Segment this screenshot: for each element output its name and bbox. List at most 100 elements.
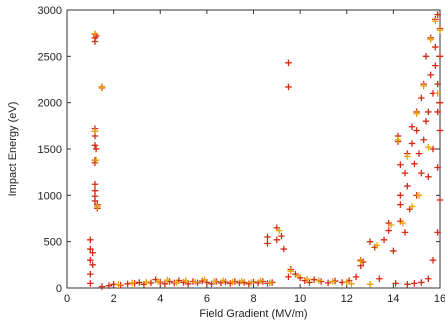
data-point (287, 268, 295, 275)
data-point (418, 94, 425, 102)
data-point (408, 140, 416, 147)
data-point (408, 123, 416, 131)
data-point (89, 249, 96, 257)
data-point (87, 245, 94, 253)
data-point (415, 192, 423, 199)
data-point (418, 169, 425, 177)
data-point (91, 38, 99, 45)
data-points (87, 11, 444, 290)
data-point (247, 279, 255, 286)
data-point (432, 17, 439, 25)
data-point (397, 201, 404, 208)
y-tick-label: 0 (56, 283, 62, 295)
data-point (434, 90, 441, 97)
x-tick-label: 14 (387, 293, 399, 305)
y-tick-label: 1000 (38, 190, 62, 202)
data-point (264, 240, 271, 247)
data-point (425, 108, 432, 116)
data-point (357, 257, 364, 265)
x-tick-label: 8 (250, 293, 256, 305)
data-point (294, 272, 302, 280)
data-point (415, 150, 423, 157)
data-point (87, 270, 94, 278)
data-point (411, 160, 418, 168)
data-point (315, 277, 323, 284)
x-tick-label: 0 (64, 293, 70, 305)
data-point (436, 196, 444, 204)
x-tick-label: 12 (341, 293, 353, 305)
data-point (434, 164, 441, 171)
x-tick-label: 2 (111, 293, 117, 305)
data-point (418, 279, 425, 286)
data-point (91, 142, 99, 149)
data-point (432, 62, 439, 69)
data-point (392, 280, 399, 287)
data-point (91, 197, 99, 205)
data-point (94, 203, 101, 210)
data-point (229, 278, 236, 286)
data-point (98, 283, 106, 290)
data-point (420, 82, 427, 90)
data-point (352, 273, 360, 281)
data-point (387, 221, 395, 229)
data-point (401, 229, 409, 236)
data-point (89, 261, 96, 269)
data-point (273, 236, 281, 244)
data-point (257, 277, 264, 284)
data-point (404, 281, 411, 288)
data-point (429, 145, 437, 153)
data-point (91, 180, 99, 188)
data-point (432, 43, 439, 51)
data-point (427, 71, 434, 79)
data-point (266, 279, 274, 287)
data-point (434, 108, 441, 116)
x-tick-label: 16 (434, 293, 445, 305)
data-point (329, 278, 337, 285)
data-point (408, 203, 416, 210)
data-point (390, 247, 397, 255)
data-point (436, 127, 444, 134)
data-point (264, 233, 271, 241)
x-tick-label: 4 (157, 293, 163, 305)
y-tick-label: 500 (44, 237, 62, 249)
data-point (105, 282, 113, 289)
data-point (278, 232, 285, 240)
data-point (425, 173, 432, 181)
data-point (427, 36, 434, 43)
data-point (115, 281, 122, 289)
data-point (275, 227, 283, 234)
data-point (92, 156, 100, 164)
data-point (394, 136, 402, 143)
data-point (238, 277, 246, 285)
data-point (143, 278, 150, 286)
y-tick-label: 2500 (38, 51, 62, 63)
data-point (210, 278, 218, 285)
y-tick-label: 3000 (38, 5, 62, 17)
y-tick-label: 2000 (38, 98, 62, 110)
plot-area (66, 9, 441, 289)
data-point (219, 277, 227, 284)
data-point (385, 227, 392, 234)
data-point (366, 281, 374, 288)
series-1 (91, 17, 444, 289)
data-point (91, 30, 99, 37)
data-point (401, 169, 409, 177)
data-point (154, 278, 162, 285)
data-point (434, 11, 441, 18)
x-axis-label: Field Gradient (MV/m) (199, 308, 307, 320)
data-point (373, 242, 381, 249)
data-point (422, 53, 430, 60)
data-point (343, 278, 350, 286)
data-point (425, 275, 432, 282)
data-point (87, 236, 94, 244)
data-point (434, 80, 441, 88)
data-point (348, 280, 355, 288)
data-point (280, 245, 288, 253)
data-point (310, 276, 318, 283)
y-tick-label: 1500 (38, 144, 62, 156)
data-point (425, 143, 432, 151)
data-point (98, 84, 106, 91)
data-point (411, 280, 418, 287)
x-tick-label: 6 (204, 293, 210, 305)
data-point (420, 136, 427, 143)
